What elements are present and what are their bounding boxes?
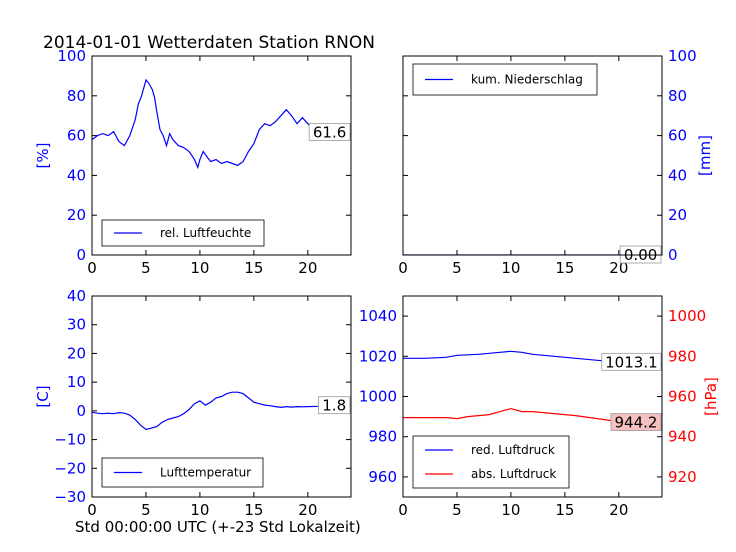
x-tick-label: 5	[452, 259, 462, 277]
y-tick-label: 1020	[359, 347, 397, 365]
x-tick-label: 0	[398, 259, 408, 277]
y-tick-label: 100	[668, 47, 697, 65]
figure-title: 2014-01-01 Wetterdaten Station RNON	[43, 33, 375, 53]
x-tick-label: 5	[141, 259, 151, 277]
legend-label: Lufttemperatur	[160, 466, 251, 480]
y2-tick-label: 920	[668, 468, 697, 486]
legend-label: kum. Niederschlag	[471, 73, 583, 87]
x-tick-label: 5	[452, 501, 462, 519]
legend: rel. Luftfeuchte	[101, 219, 265, 247]
y-tick-label: 0	[76, 246, 86, 264]
x-tick-label: 10	[501, 259, 520, 277]
y-tick-label: −20	[54, 459, 86, 477]
y-tick-label: 20	[67, 344, 86, 362]
x-tick-label: 15	[244, 259, 263, 277]
series-line-rel-luftfeuchte	[92, 78, 351, 170]
value-label-box	[308, 123, 351, 141]
legend: Lufttemperatur	[101, 457, 264, 488]
y-tick-label: 40	[67, 287, 86, 305]
value-label-box	[601, 352, 662, 371]
x-tick-label: 0	[398, 501, 408, 519]
y-axis-label: [mm]	[696, 135, 714, 176]
value-label: 944.2	[615, 414, 658, 432]
y-tick-label: 980	[368, 428, 397, 446]
y-axis-label: [C]	[34, 385, 52, 407]
x-tick-label: 10	[190, 259, 209, 277]
plot-frame	[402, 55, 663, 256]
y-tick-label: 30	[67, 316, 86, 334]
y2-axis-label: [hPa]	[702, 377, 720, 416]
plot-frame	[91, 55, 352, 256]
legend: red. Luftdruck abs. Luftdruck	[412, 435, 570, 489]
legend-label: red. Luftdruck	[471, 443, 555, 457]
series-line-abs-luftdruck	[403, 407, 662, 428]
y2-tick-label: 980	[668, 347, 697, 365]
y-tick-label: 60	[67, 127, 86, 145]
y-tick-label: 20	[67, 206, 86, 224]
series-line-lufttemperatur	[92, 391, 351, 431]
y-tick-label: 0	[76, 402, 86, 420]
y2-tick-label: 960	[668, 388, 697, 406]
y-tick-label: 60	[668, 127, 687, 145]
panel-temperature: 0 5 10 15 20 −30 −20 −10 0 10 20 30 40 [C] 1.8 Lufttemp…	[34, 287, 352, 519]
x-tick-label: 10	[501, 501, 520, 519]
panel-pressure: 0 5 10 15 20 960 980 1000 1020 1040 920 940 960 980 10…	[359, 295, 720, 519]
y-tick-label: 100	[57, 47, 86, 65]
y-tick-label: −10	[54, 431, 86, 449]
y-tick-label: 80	[67, 87, 86, 105]
x-tick-label: 10	[190, 501, 209, 519]
y-tick-label: 40	[668, 166, 687, 184]
y-tick-label: −30	[54, 488, 86, 506]
value-label: 61.6	[313, 123, 346, 141]
x-axis-label: Std 00:00:00 UTC (+-23 Std Lokalzeit)	[75, 518, 361, 536]
y-tick-label: 40	[67, 166, 86, 184]
x-tick-label: 20	[609, 259, 628, 277]
series-group	[92, 78, 351, 170]
x-tick-label: 15	[555, 501, 574, 519]
y-tick-label: 80	[668, 87, 687, 105]
legend: kum. Niederschlag	[412, 63, 598, 96]
x-tick-label: 20	[298, 259, 317, 277]
y-axis-label: [%]	[34, 143, 52, 169]
x-tick-label: 20	[609, 501, 628, 519]
series-group	[92, 391, 351, 431]
y-tick-label: 20	[668, 206, 687, 224]
y-tick-label: 0	[668, 246, 678, 264]
legend-box	[412, 435, 570, 489]
x-tick-label: 0	[87, 501, 97, 519]
legend-label: rel. Luftfeuchte	[160, 226, 251, 240]
y-tick-label: 10	[67, 373, 86, 391]
y-tick-label: 960	[368, 468, 397, 486]
plot-frame	[91, 295, 352, 498]
x-tick-label: 0	[87, 259, 97, 277]
plot-frame	[402, 295, 663, 498]
value-label: 1.8	[322, 397, 346, 415]
panel-humidity: 0 5 10 15 20 0 20 40 60 80 100 [%] 61.6 rel. Luftfeuc…	[34, 47, 352, 277]
value-label: 1013.1	[605, 353, 658, 371]
value-label-box	[610, 413, 662, 432]
x-tick-label: 5	[141, 501, 151, 519]
value-label-box	[317, 396, 351, 415]
legend-label: abs. Luftdruck	[471, 467, 556, 481]
x-tick-label: 15	[555, 259, 574, 277]
x-tick-label: 15	[244, 501, 263, 519]
y2-tick-label: 940	[668, 428, 697, 446]
y-tick-label: 1040	[359, 307, 397, 325]
y-tick-label: 1000	[359, 388, 397, 406]
y2-tick-label: 1000	[668, 307, 706, 325]
x-tick-label: 20	[298, 501, 317, 519]
